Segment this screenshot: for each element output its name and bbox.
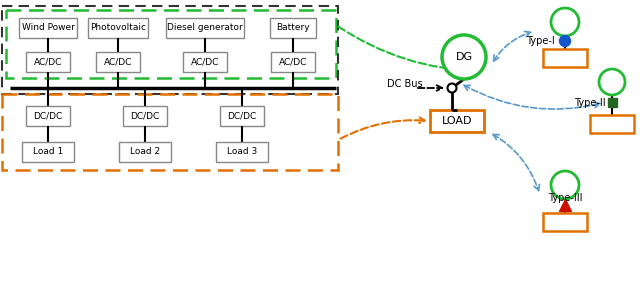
FancyBboxPatch shape <box>123 106 167 126</box>
FancyBboxPatch shape <box>216 142 268 162</box>
FancyBboxPatch shape <box>183 52 227 72</box>
Circle shape <box>559 35 570 47</box>
FancyBboxPatch shape <box>26 52 70 72</box>
FancyBboxPatch shape <box>26 106 70 126</box>
Circle shape <box>447 84 456 92</box>
Circle shape <box>551 171 579 199</box>
Text: Type-III: Type-III <box>548 193 582 203</box>
Text: AC/DC: AC/DC <box>104 57 132 67</box>
Bar <box>2 94 338 170</box>
FancyBboxPatch shape <box>607 98 616 107</box>
Circle shape <box>442 35 486 79</box>
FancyBboxPatch shape <box>270 18 316 38</box>
Text: Diesel generator: Diesel generator <box>167 23 243 33</box>
Text: DC/DC: DC/DC <box>33 112 63 120</box>
FancyBboxPatch shape <box>96 52 140 72</box>
Bar <box>6 10 336 78</box>
FancyBboxPatch shape <box>88 18 148 38</box>
Bar <box>2 6 338 94</box>
FancyBboxPatch shape <box>271 52 315 72</box>
Text: LOAD: LOAD <box>442 116 472 126</box>
Text: DC/DC: DC/DC <box>131 112 159 120</box>
Text: Type-II: Type-II <box>574 98 605 108</box>
Text: DC Bus: DC Bus <box>387 79 422 89</box>
FancyBboxPatch shape <box>430 110 484 132</box>
FancyBboxPatch shape <box>220 106 264 126</box>
Text: Photovoltaic: Photovoltaic <box>90 23 146 33</box>
FancyBboxPatch shape <box>166 18 244 38</box>
Text: AC/DC: AC/DC <box>34 57 62 67</box>
FancyBboxPatch shape <box>119 142 171 162</box>
Circle shape <box>599 69 625 95</box>
FancyBboxPatch shape <box>19 18 77 38</box>
Text: Load 3: Load 3 <box>227 148 257 156</box>
Text: AC/DC: AC/DC <box>279 57 307 67</box>
Text: Load 2: Load 2 <box>130 148 160 156</box>
FancyBboxPatch shape <box>543 49 587 67</box>
FancyBboxPatch shape <box>590 115 634 133</box>
Text: DC/DC: DC/DC <box>227 112 257 120</box>
FancyBboxPatch shape <box>543 213 587 231</box>
Text: Wind Power: Wind Power <box>22 23 74 33</box>
Text: DG: DG <box>456 52 472 62</box>
Text: AC/DC: AC/DC <box>191 57 219 67</box>
Text: Load 1: Load 1 <box>33 148 63 156</box>
FancyBboxPatch shape <box>22 142 74 162</box>
Text: Battery: Battery <box>276 23 310 33</box>
Text: Type-I: Type-I <box>526 36 555 46</box>
Circle shape <box>551 8 579 36</box>
